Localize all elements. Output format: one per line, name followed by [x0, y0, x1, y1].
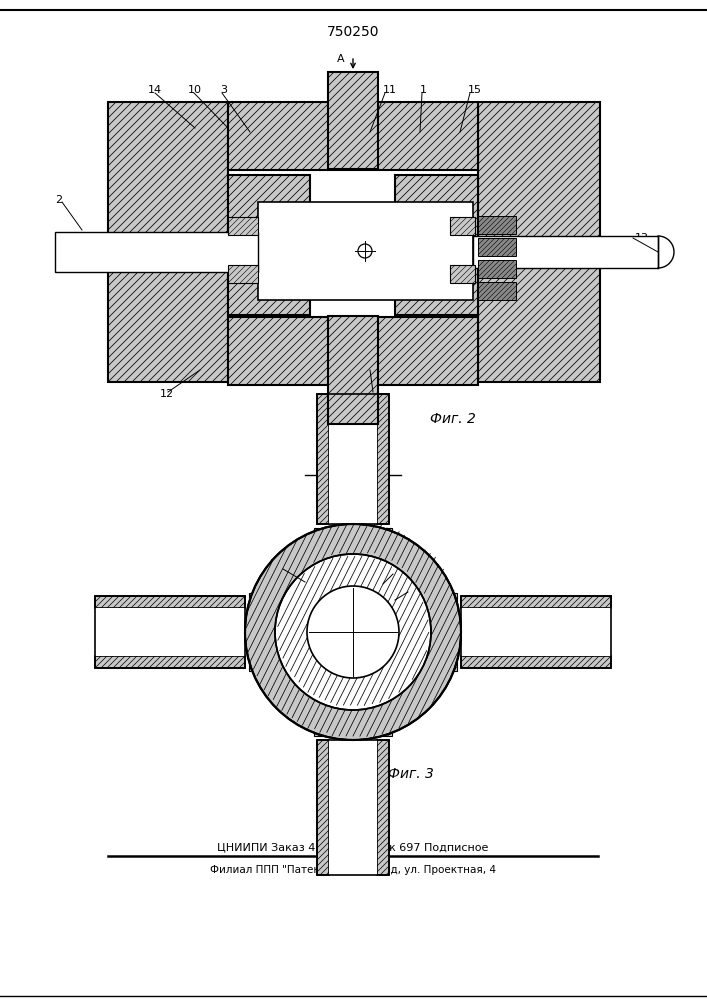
Bar: [314, 728, 392, 736]
Bar: [108, 102, 228, 382]
Bar: [329, 394, 377, 524]
Text: А – А: А – А: [336, 461, 370, 475]
Bar: [377, 740, 389, 875]
Bar: [478, 216, 516, 234]
Text: 3: 3: [370, 389, 377, 399]
Bar: [461, 656, 611, 668]
Text: 11: 11: [383, 85, 397, 95]
Bar: [55, 232, 258, 272]
Text: 14: 14: [148, 85, 162, 95]
Text: 11: 11: [270, 559, 284, 569]
Bar: [478, 260, 516, 278]
Circle shape: [275, 554, 431, 710]
Text: 15: 15: [468, 85, 482, 95]
Text: А: А: [337, 54, 345, 64]
Text: 12: 12: [160, 389, 174, 399]
Bar: [473, 236, 658, 268]
Text: ЦНИИПИ Заказ 4617/31 Тираж 697 Подписное: ЦНИИПИ Заказ 4617/31 Тираж 697 Подписное: [217, 843, 489, 853]
Text: 3: 3: [395, 564, 402, 574]
Bar: [317, 394, 389, 524]
Bar: [328, 316, 378, 424]
Text: 3: 3: [220, 85, 227, 95]
Text: 12: 12: [410, 582, 424, 592]
Bar: [461, 596, 611, 668]
Circle shape: [307, 586, 399, 678]
Bar: [377, 394, 389, 524]
Text: 2: 2: [55, 195, 62, 205]
Bar: [95, 656, 245, 668]
Bar: [478, 282, 516, 300]
Bar: [450, 217, 475, 235]
Text: Фиг. 2: Фиг. 2: [430, 412, 476, 426]
Bar: [258, 202, 473, 300]
Circle shape: [243, 522, 463, 742]
Bar: [395, 175, 478, 315]
Bar: [317, 394, 329, 524]
Bar: [228, 317, 478, 385]
Text: 750250: 750250: [327, 25, 379, 39]
Bar: [228, 217, 258, 235]
Bar: [314, 528, 392, 536]
Text: 6: 6: [367, 479, 374, 489]
Bar: [228, 265, 258, 283]
Bar: [317, 740, 329, 875]
Bar: [478, 102, 600, 382]
Text: 1: 1: [420, 85, 427, 95]
Bar: [329, 740, 377, 875]
Text: Филиал ППП "Патент", г. Ужгород, ул. Проектная, 4: Филиал ППП "Патент", г. Ужгород, ул. Про…: [210, 865, 496, 875]
Text: 13: 13: [635, 233, 649, 243]
Bar: [450, 265, 475, 283]
Bar: [95, 596, 245, 608]
Bar: [449, 593, 457, 671]
Bar: [317, 740, 389, 875]
Bar: [95, 596, 245, 668]
Bar: [95, 608, 245, 656]
Bar: [228, 175, 310, 315]
Bar: [461, 608, 611, 656]
Bar: [328, 72, 378, 169]
Text: Фиг. 3: Фиг. 3: [388, 767, 434, 781]
Text: А: А: [337, 412, 345, 422]
Bar: [478, 238, 516, 256]
Bar: [249, 593, 257, 671]
Circle shape: [245, 524, 461, 740]
Bar: [461, 596, 611, 608]
Bar: [228, 102, 478, 170]
Text: 10: 10: [188, 85, 202, 95]
